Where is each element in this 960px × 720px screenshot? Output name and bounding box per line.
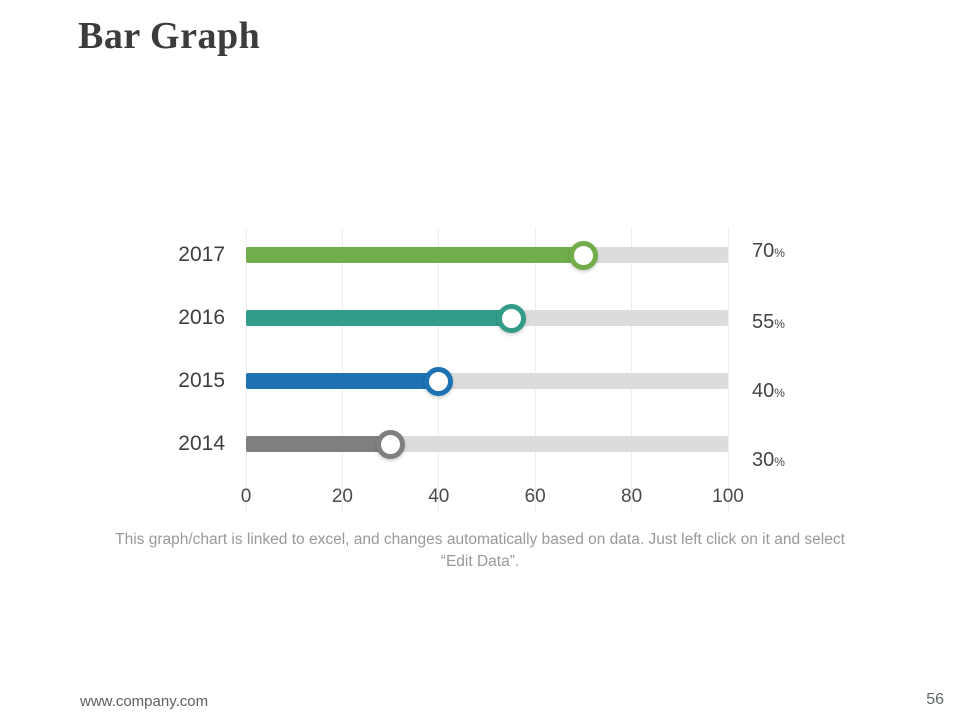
bar-fill	[246, 373, 439, 389]
value-number: 30	[752, 449, 775, 471]
value-number: 55	[752, 311, 775, 333]
bar-marker	[424, 366, 454, 396]
percent-sign: %	[774, 386, 785, 400]
category-label: 2014	[178, 432, 225, 455]
bar-marker	[376, 429, 406, 459]
percent-sign: %	[774, 455, 785, 469]
percent-sign: %	[774, 317, 785, 331]
value-number: 40	[752, 380, 775, 402]
bar-marker	[496, 303, 526, 333]
caption-line-2: “Edit Data”.	[440, 553, 520, 570]
bar-fill	[246, 436, 391, 452]
chart-caption: This graph/chart is linked to excel, and…	[80, 529, 880, 573]
category-label: 2017	[178, 243, 225, 266]
value-number: 70	[752, 240, 775, 262]
x-axis-tick-label: 60	[524, 486, 546, 507]
bar-fill	[246, 247, 584, 263]
x-axis-tick-label: 40	[428, 486, 450, 507]
chart-gridline	[631, 228, 633, 512]
x-axis-tick-label: 80	[621, 486, 643, 507]
page-title: Bar Graph	[78, 15, 261, 57]
chart-gridline	[245, 228, 247, 512]
chart-gridline	[341, 228, 343, 512]
value-label: 40%	[752, 380, 785, 405]
page-number: 56	[926, 691, 944, 708]
percent-sign: %	[774, 246, 785, 260]
value-label: 70%	[752, 240, 785, 265]
x-axis-tick-label: 0	[240, 486, 252, 507]
bar-fill	[246, 310, 512, 326]
bar-marker	[568, 240, 598, 270]
value-label: 30%	[752, 449, 785, 474]
chart-gridline	[534, 228, 536, 512]
x-axis-tick-label: 20	[331, 486, 353, 507]
value-label: 55%	[752, 311, 785, 336]
chart-gridline	[727, 228, 729, 512]
category-label: 2016	[178, 306, 225, 329]
category-label: 2015	[178, 369, 225, 392]
x-axis-tick-label: 100	[712, 486, 744, 507]
caption-line-1: This graph/chart is linked to excel, and…	[115, 531, 845, 548]
footer-website: www.company.com	[80, 693, 209, 710]
